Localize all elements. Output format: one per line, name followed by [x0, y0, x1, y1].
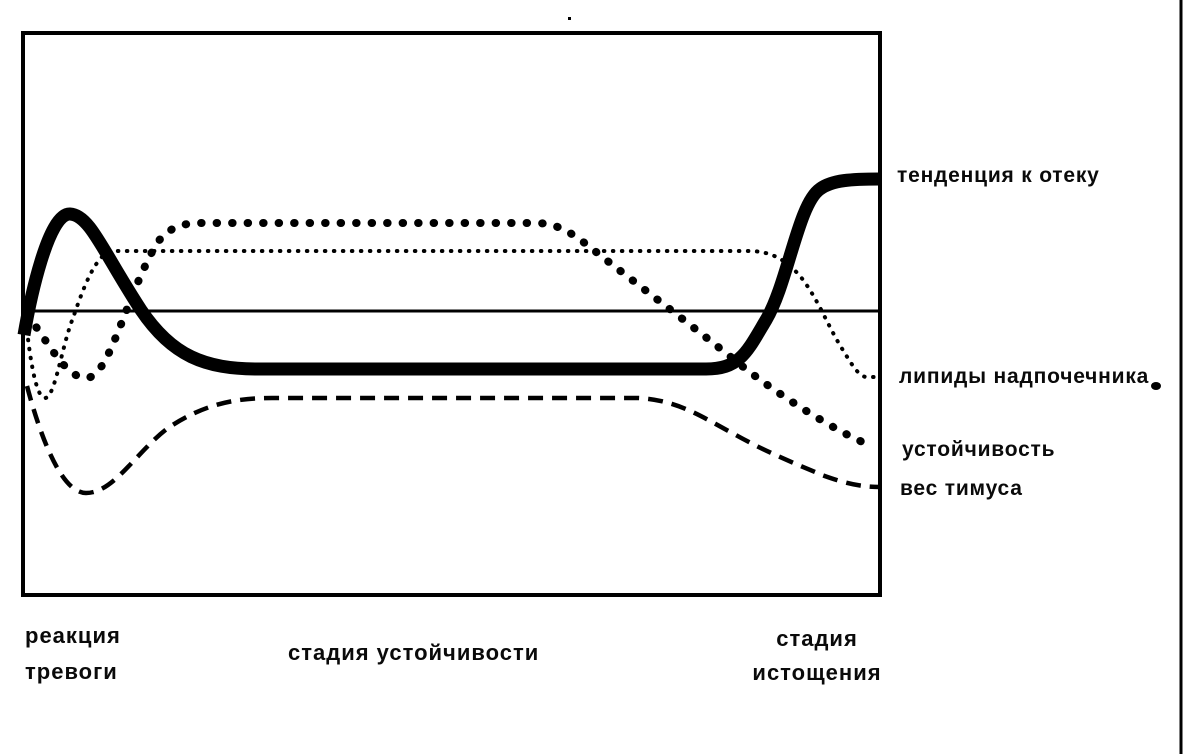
label-resistance: устойчивость: [902, 438, 1056, 461]
stage-exhaustion-line1: стадия: [776, 626, 858, 651]
stage-alarm-reaction: реакция тревоги: [25, 618, 121, 690]
stage-resistance: стадия устойчивости: [288, 640, 540, 665]
stage-alarm-line2: тревоги: [25, 659, 118, 684]
stage-exhaustion: стадия истощения: [742, 622, 892, 690]
thymus-weight-curve: [24, 385, 881, 496]
label-edema-tendency: тенденция к отеку: [897, 164, 1100, 187]
label-thymus-weight: вес тимуса: [900, 477, 1023, 500]
resistance-curve: [22, 219, 878, 451]
stage-alarm-line1: реакция: [25, 623, 121, 648]
edema-tendency-curve: [17, 172, 881, 376]
stage-exhaustion-line2: истощения: [752, 660, 882, 685]
scan-artifact-dot: [568, 17, 571, 20]
label-adrenal-lipids: липиды надпочечника: [899, 365, 1150, 388]
adrenal-lipids-curve: [23, 249, 882, 401]
scan-artifact-blob: [1151, 382, 1161, 390]
